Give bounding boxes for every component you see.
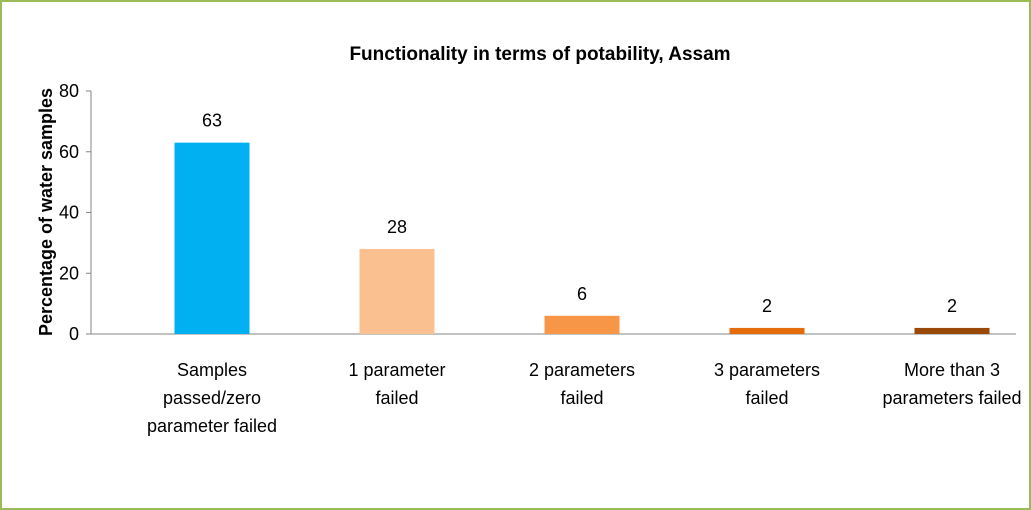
data-label: 28 [387,217,407,237]
data-label: 2 [762,296,772,316]
bar [729,327,805,334]
y-tick-label: 0 [69,324,79,344]
bar [174,142,250,334]
y-tick-label: 20 [59,263,79,283]
x-tick-label: Samples passed/zero parameter failed [147,360,277,436]
y-tick-label: 60 [59,142,79,162]
y-tick-label: 80 [59,81,79,101]
bar [359,248,435,334]
y-axis-title: Percentage of water samples [36,88,56,336]
x-tick-label: 3 parameters failed [714,360,820,408]
x-tick-label: 2 parameters failed [529,360,635,408]
chart-title: Functionality in terms of potability, As… [349,44,730,65]
data-label: 63 [202,111,222,131]
bar [914,327,990,334]
y-tick-label: 40 [59,203,79,223]
bar [544,315,620,334]
x-tick-label: 1 parameter failed [348,360,445,408]
data-label: 2 [947,296,957,316]
data-label: 6 [577,284,587,304]
x-tick-label: More than 3 parameters failed [882,360,1021,408]
